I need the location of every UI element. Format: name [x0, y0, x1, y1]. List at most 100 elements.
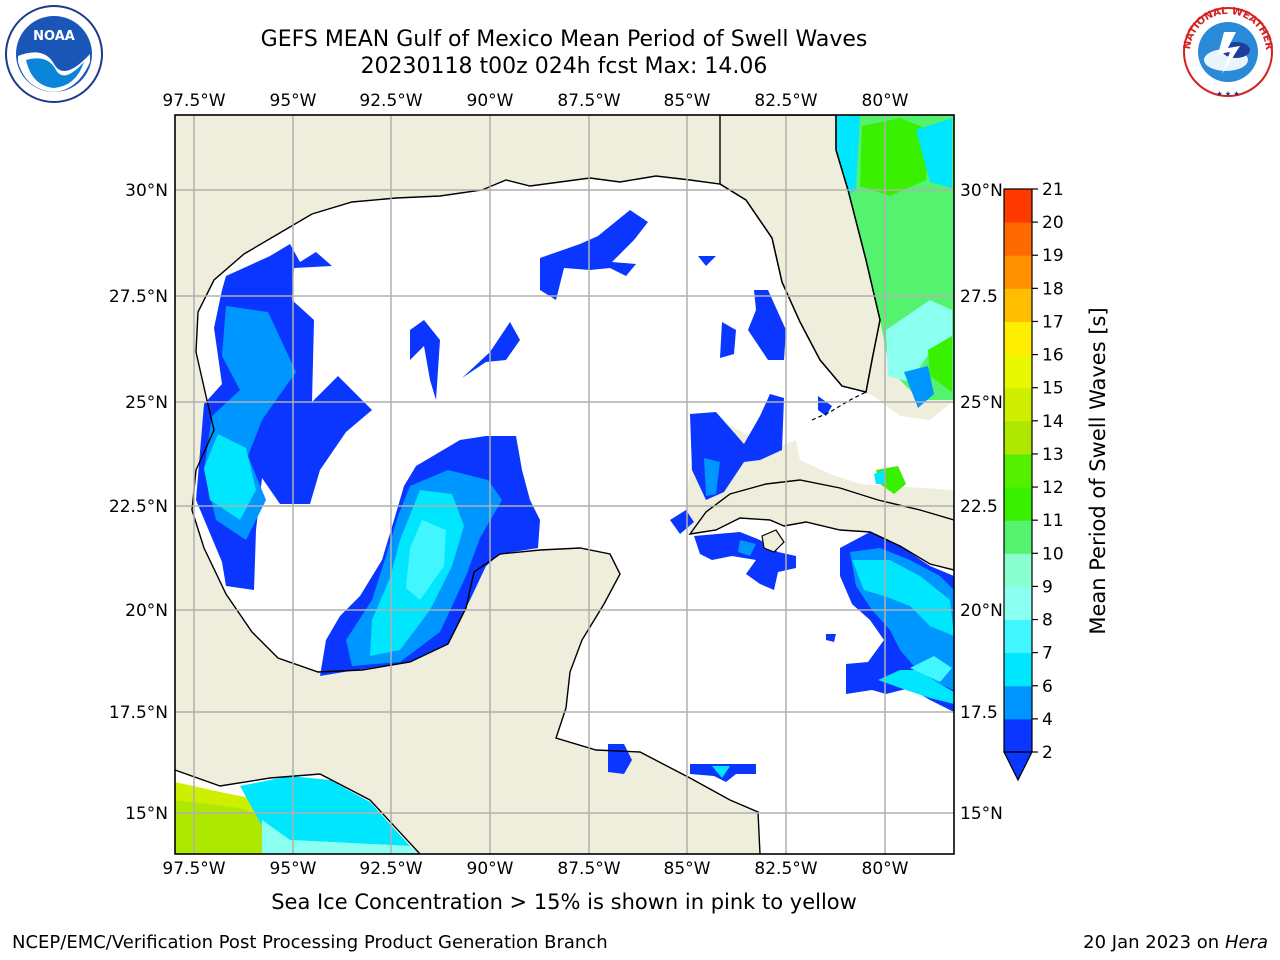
colorbar-tick-label: 4 — [1042, 710, 1053, 730]
patch-mid-2 — [462, 322, 520, 378]
coastline-pacific — [175, 769, 421, 854]
colorbar-label: Mean Period of Swell Waves [s] — [1086, 307, 1110, 634]
lon-tick-top: 80°W — [862, 91, 909, 111]
noaa-logo-text: NOAA — [33, 29, 75, 44]
lat-tick-right: 20°N — [960, 601, 1003, 621]
land-isle-of-youth — [761, 529, 785, 553]
footer-credit: NCEP/EMC/Verification Post Processing Pr… — [12, 932, 608, 953]
atlantic-swell-4 — [904, 366, 934, 408]
lon-tick-top: 97.5°W — [162, 91, 225, 111]
patch-keys — [818, 396, 832, 416]
colorbar-tick-label: 18 — [1042, 279, 1064, 299]
patch-e-2 — [720, 322, 736, 358]
lat-tick-right: 27.5 — [960, 287, 998, 307]
colorbar-segment — [1004, 189, 1032, 223]
lat-ticks-left: 30°N 27.5°N 25°N 22.5°N 20°N 17.5°N 15°N — [109, 181, 168, 824]
pacific-swell-6 — [240, 776, 410, 846]
footnote: Sea Ice Concentration > 15% is shown in … — [271, 890, 857, 914]
colorbar-tick-label: 20 — [1042, 213, 1064, 233]
colorbar-segment — [1004, 520, 1032, 554]
patch-ne-small — [698, 256, 716, 266]
lat-tick-right: 30°N — [960, 181, 1003, 201]
lon-tick-top: 90°W — [467, 91, 514, 111]
colorbar-segment — [1004, 619, 1032, 654]
lon-tick-bottom: 90°W — [467, 859, 514, 879]
caribbean-swell-6 — [852, 560, 954, 636]
lon-tick-bottom: 97.5°W — [162, 859, 225, 879]
patch-mid-1 — [410, 320, 440, 400]
lat-ticks-right: 30°N 27.5 25°N 22.5 20°N 17.5 15°N — [960, 181, 1003, 824]
lon-ticks-top: 97.5°W 95°W 92.5°W 90°W 87.5°W 85°W 82.5… — [162, 91, 908, 111]
caribbean-swell-6b — [878, 670, 954, 704]
caribbean-small-patch — [826, 634, 836, 642]
colorbar-tick-label: 10 — [1042, 544, 1064, 564]
colorbar-tick-label: 17 — [1042, 312, 1064, 332]
colorbar-segment — [1004, 255, 1032, 289]
colorbar-tick-label: 7 — [1042, 644, 1053, 664]
patch-e-1 — [748, 290, 786, 360]
atlantic-swell-6b — [916, 118, 952, 188]
svg-text:★ ★ ★: ★ ★ ★ — [1216, 90, 1239, 98]
atlantic-swell-8 — [886, 300, 952, 382]
coastline — [191, 115, 881, 854]
lat-tick-left: 27.5°N — [109, 287, 168, 307]
nws-logo: NATIONAL WEATHER SERVICE ★ ★ ★ — [1178, 2, 1274, 98]
colorbar-tick-label: 15 — [1042, 379, 1064, 399]
patch-cuba-s — [694, 532, 796, 590]
lat-tick-left: 25°N — [125, 393, 168, 413]
lon-tick-top: 82.5°W — [754, 91, 817, 111]
lon-tick-bottom: 95°W — [270, 859, 317, 879]
western-gulf-swell-6 — [204, 434, 256, 520]
colorbar-tick-label: 6 — [1042, 677, 1053, 697]
colorbar-segment — [1004, 553, 1032, 587]
lat-tick-left: 17.5°N — [109, 703, 168, 723]
lat-tick-right: 15°N — [960, 804, 1003, 824]
lat-tick-right: 22.5 — [960, 497, 998, 517]
map-area — [175, 115, 954, 854]
colorbar-frame — [1003, 188, 1033, 753]
lat-tick-left: 30°N — [125, 181, 168, 201]
colorbar-tick-label: 9 — [1042, 577, 1053, 597]
central-gulf-swell-7 — [406, 520, 446, 600]
caribbean-swell-8 — [910, 656, 952, 682]
colorbar-segment — [1004, 718, 1032, 753]
colorbar-tick-label: 19 — [1042, 246, 1064, 266]
atlantic-swell-10 — [860, 118, 930, 196]
lat-tick-left: 20°N — [125, 601, 168, 621]
patch-bahamas-6 — [874, 470, 886, 484]
colorbar-segment — [1004, 354, 1032, 389]
footer-date-text: 20 Jan 2023 on — [1083, 932, 1220, 953]
colorbar-segment — [1004, 387, 1032, 422]
lon-tick-top: 87.5°W — [557, 91, 620, 111]
patch-honduras-6 — [712, 766, 730, 778]
coastline-keys — [811, 391, 867, 421]
colorbar-segment — [1004, 652, 1032, 687]
map-frame — [174, 114, 955, 855]
colorbar-tick-label: 11 — [1042, 511, 1064, 531]
lat-tick-left: 22.5°N — [109, 497, 168, 517]
lon-tick-top: 95°W — [270, 91, 317, 111]
patch-cuba-s-4 — [738, 540, 756, 556]
footer-host: Hera — [1224, 932, 1268, 953]
colorbar-segment — [1004, 321, 1032, 356]
colorbar-tick-label: 14 — [1042, 412, 1064, 432]
colorbar-segment — [1004, 222, 1032, 256]
colorbar-tick-label: 13 — [1042, 445, 1064, 465]
footer-date: 20 Jan 2023 on Hera — [1083, 932, 1268, 953]
colorbar-segment — [1004, 453, 1032, 488]
lat-tick-right: 25°N — [960, 393, 1003, 413]
patch-n-central — [540, 210, 648, 300]
land-cuba — [688, 479, 954, 571]
colorbar-tick-label: 16 — [1042, 346, 1064, 366]
colorbar-tick-label: 12 — [1042, 478, 1064, 498]
lon-tick-bottom: 82.5°W — [754, 859, 817, 879]
noaa-logo: NOAA — [5, 5, 103, 103]
colorbar-segment — [1004, 288, 1032, 322]
grid-lines — [175, 115, 954, 854]
colorbar: 2 4 6 7 8 9 10 11 12 13 14 15 16 17 18 19 20 21 — [1003, 180, 1064, 782]
colorbar-segment — [1004, 487, 1032, 521]
lon-tick-bottom: 80°W — [862, 859, 909, 879]
lon-ticks-bottom: 97.5°W 95°W 92.5°W 90°W 87.5°W 85°W 82.5… — [162, 859, 908, 879]
lon-tick-bottom: 92.5°W — [359, 859, 422, 879]
patch-yucatan-channel-4 — [704, 458, 720, 496]
